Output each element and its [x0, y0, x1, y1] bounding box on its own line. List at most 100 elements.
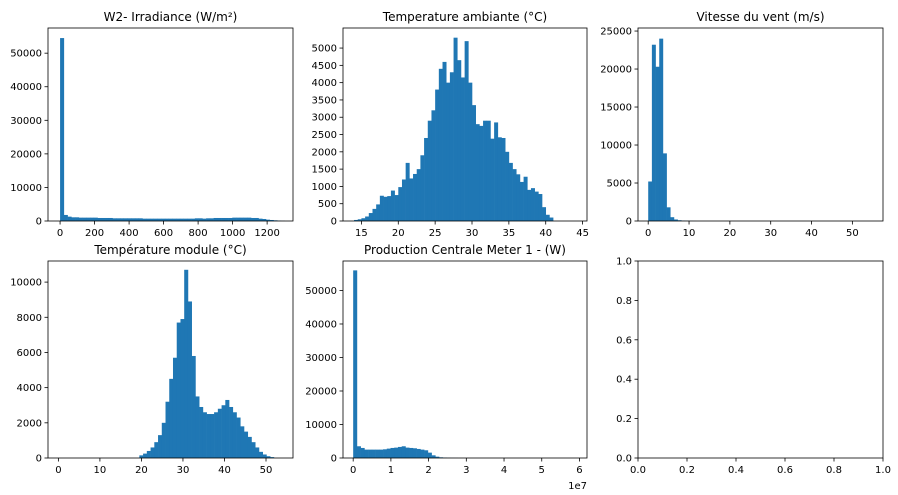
histogram-bar: [427, 120, 432, 221]
histogram-bar: [86, 217, 91, 221]
histogram-bar: [523, 176, 528, 221]
subplot-5: 0 1 2 3 4 5 6 0 10000 20000 30000 40000 50000 Product…: [305, 243, 588, 492]
histogram-bar: [497, 137, 502, 221]
y-tick-label: 30000: [305, 353, 337, 364]
x-tick-label: 45: [576, 228, 589, 239]
histogram-bar: [390, 190, 395, 221]
x-tick-label: 10: [94, 465, 107, 476]
histogram-bar: [176, 218, 181, 221]
histogram-bar: [379, 449, 384, 458]
y-tick-label: 1000: [312, 182, 337, 193]
subplot-1: 0 200 400 600 800 1000 1200 0 10000 20000 30000 400…: [10, 10, 294, 239]
y-tick-label: 0: [626, 217, 632, 228]
histogram-bar: [655, 66, 660, 221]
histogram-bar: [386, 448, 391, 458]
histogram-bar: [512, 169, 517, 221]
histogram-bar: [232, 217, 237, 221]
axes-frame: [342, 260, 588, 459]
histogram-bar: [519, 181, 524, 221]
histogram-bar: [354, 219, 359, 221]
histogram-bar: [97, 217, 102, 221]
histogram-bar: [383, 196, 388, 221]
histogram-bar: [549, 217, 554, 221]
histogram-bar: [460, 77, 465, 222]
histogram-bar: [134, 218, 139, 221]
histogram-bar: [225, 399, 230, 458]
x-tick-label: 40: [805, 228, 818, 239]
histogram-bar: [269, 219, 274, 221]
histogram-bar: [195, 396, 200, 458]
x-tick-label: 0.2: [679, 465, 695, 476]
histogram-bar: [161, 218, 166, 221]
histogram-bar: [438, 68, 443, 221]
histogram-bar: [138, 218, 143, 221]
subplot-title: Temperature ambiante (°C): [382, 10, 547, 24]
histogram-bar: [472, 105, 476, 221]
histogram-bar: [224, 217, 229, 221]
histogram-bar: [501, 137, 506, 221]
histogram-bar: [258, 451, 263, 458]
histogram-bar: [191, 218, 196, 221]
histogram-bar: [360, 447, 365, 458]
y-tick-label: 0.0: [616, 454, 632, 465]
histogram-bar: [427, 452, 432, 458]
histogram-bar: [247, 217, 252, 221]
histogram-bar: [179, 218, 184, 221]
x-tick-label: 200: [85, 228, 104, 239]
histogram-bar: [270, 457, 275, 458]
histogram-bar: [364, 449, 369, 458]
histogram-bar: [154, 442, 159, 458]
y-tick-label: 500: [318, 199, 337, 210]
histogram-bar: [112, 218, 117, 221]
y-tick-label: 0: [331, 454, 337, 465]
histogram-bar: [228, 217, 233, 221]
histogram-bar: [236, 417, 241, 458]
y-tick-label: 0.2: [616, 414, 632, 425]
y-tick-label: 0.8: [616, 296, 632, 307]
histogram-bar: [71, 217, 76, 221]
histogram-bar: [670, 217, 675, 221]
x-tick-label: 40: [539, 228, 552, 239]
x-tick-label: 10: [683, 228, 696, 239]
histogram-bar: [165, 401, 170, 458]
histogram-bar: [379, 195, 384, 221]
histogram-bar: [146, 450, 151, 458]
histogram-bar: [251, 442, 256, 458]
subplot-title: Température module (°C): [93, 243, 246, 257]
x-tick-label: 0.0: [630, 465, 646, 476]
histogram-bar: [206, 414, 211, 458]
histogram-bar: [468, 82, 473, 222]
y-tick-label: 2000: [17, 418, 42, 429]
x-tick-label: 5: [539, 465, 545, 476]
histogram-bar: [191, 355, 196, 458]
histogram-bar: [202, 412, 207, 458]
histogram-bar: [486, 120, 491, 221]
x-tick-label: 1: [388, 465, 394, 476]
y-tick-label: 4500: [312, 61, 337, 72]
histogram-bar: [368, 449, 373, 458]
histogram-bar: [90, 217, 95, 221]
subplot-title: W2- Irradiance (W/m²): [104, 10, 238, 24]
histogram-bar: [266, 456, 271, 458]
histogram-bar: [199, 406, 204, 458]
x-tick-label: 1000: [220, 228, 245, 239]
histogram-bar: [229, 406, 234, 458]
histogram-bar: [662, 153, 667, 221]
histogram-bar: [243, 217, 248, 221]
x-tick-label: 20: [392, 228, 405, 239]
histogram-bar: [153, 218, 158, 221]
y-tick-label: 5000: [312, 44, 337, 55]
histogram-bar: [527, 189, 532, 221]
histogram-bar: [424, 450, 429, 458]
y-tick-label: 0: [36, 454, 42, 465]
histogram-bar: [116, 218, 121, 221]
histogram-bar: [139, 455, 144, 458]
histogram-bar: [262, 218, 267, 221]
x-tick-label: 0: [55, 465, 61, 476]
y-tick-label: 50000: [10, 49, 42, 60]
histogram-bar: [142, 218, 147, 221]
histogram-bar: [172, 218, 177, 221]
histogram-bar: [375, 449, 380, 458]
histogram-bar: [172, 357, 178, 458]
y-tick-label: 20000: [10, 149, 42, 160]
